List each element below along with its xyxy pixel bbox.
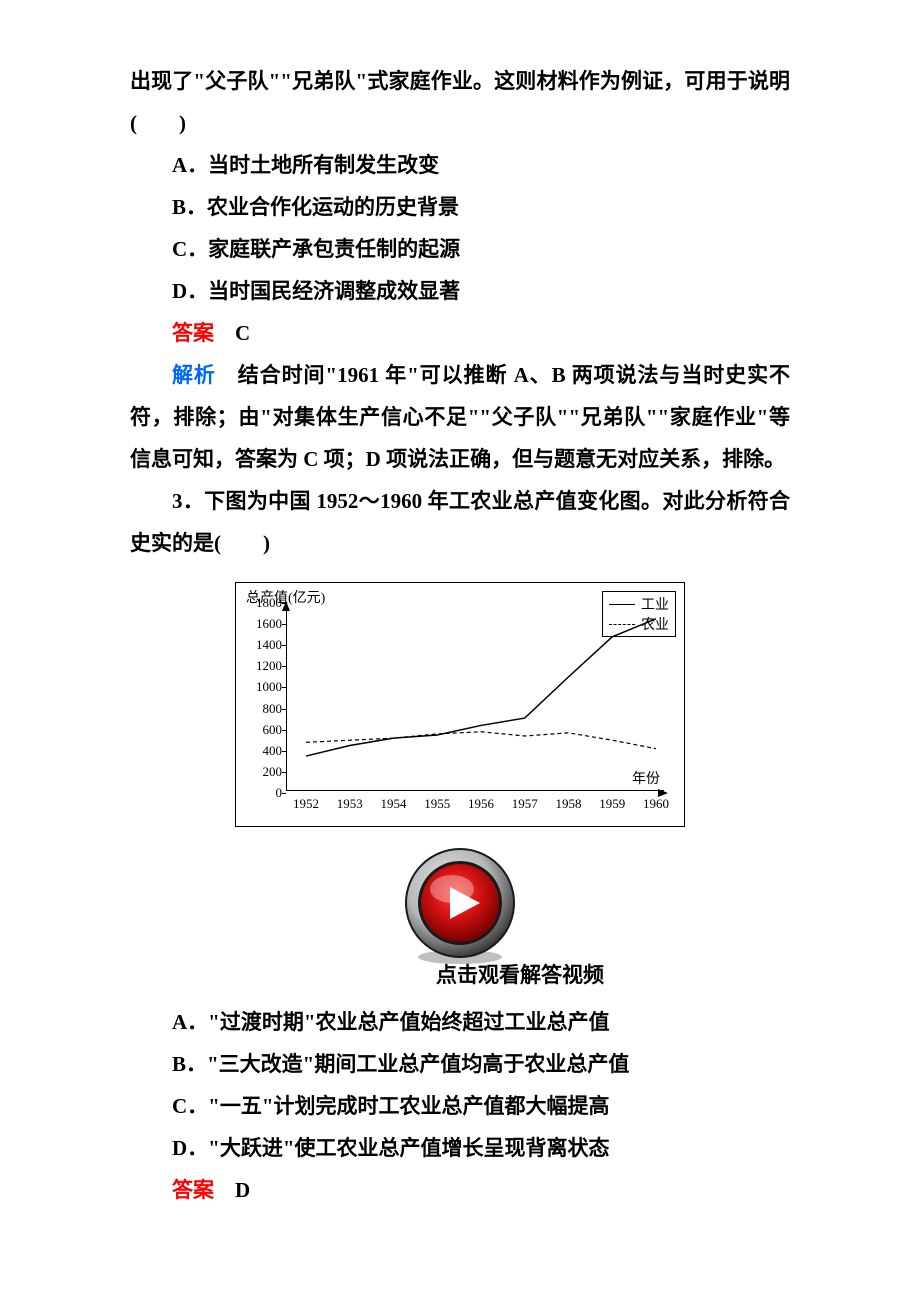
y-tick-label: 1800 bbox=[244, 595, 282, 611]
x-tick-label: 1957 bbox=[512, 796, 538, 812]
q2-intro-continued: 出现了"父子队""兄弟队"式家庭作业。这则材料作为例证，可用于说明( ) bbox=[130, 60, 790, 144]
y-tick-label: 1200 bbox=[244, 658, 282, 674]
y-tick-label: 800 bbox=[244, 701, 282, 717]
q2-option-d: D．当时国民经济调整成效显著 bbox=[130, 270, 790, 312]
q2-option-c: C．家庭联产承包责任制的起源 bbox=[130, 228, 790, 270]
x-tick-label: 1960 bbox=[643, 796, 669, 812]
x-tick-label: 1953 bbox=[337, 796, 363, 812]
x-tick-label: 1956 bbox=[468, 796, 494, 812]
x-tick-label: 1955 bbox=[424, 796, 450, 812]
x-tick-label: 1952 bbox=[293, 796, 319, 812]
q3-option-a: A．"过渡时期"农业总产值始终超过工业总产值 bbox=[130, 1001, 790, 1043]
x-tick-label: 1958 bbox=[556, 796, 582, 812]
video-block: 点击观看解答视频 bbox=[130, 845, 790, 995]
q3-option-b: B．"三大改造"期间工业总产值均高于农业总产值 bbox=[130, 1043, 790, 1085]
q2-option-b: B．农业合作化运动的历史背景 bbox=[130, 186, 790, 228]
q3-option-c: C．"一五"计划完成时工农业总产值都大幅提高 bbox=[130, 1085, 790, 1127]
y-tick-label: 200 bbox=[244, 764, 282, 780]
chart-svg bbox=[236, 583, 684, 826]
q2-answer-value: C bbox=[214, 321, 250, 345]
line-chart: 总产值(亿元) 年份 工业 农业 02004006008001000120014… bbox=[235, 582, 685, 827]
q2-answer-line: 答案 C bbox=[130, 312, 790, 354]
video-caption: 点击观看解答视频 bbox=[436, 959, 604, 989]
y-tick-label: 0 bbox=[244, 785, 282, 801]
q2-explain-text: 结合时间"1961 年"可以推断 A、B 两项说法与当时史实不符，排除；由"对集… bbox=[130, 363, 790, 471]
y-tick-label: 1000 bbox=[244, 679, 282, 695]
q3-option-d: D．"大跃进"使工农业总产值增长呈现背离状态 bbox=[130, 1127, 790, 1169]
q2-explain: 解析 结合时间"1961 年"可以推断 A、B 两项说法与当时史实不符，排除；由… bbox=[130, 354, 790, 480]
q2-option-a: A．当时土地所有制发生改变 bbox=[130, 144, 790, 186]
y-tick-label: 1600 bbox=[244, 616, 282, 632]
y-tick-label: 600 bbox=[244, 722, 282, 738]
answer-label: 答案 bbox=[172, 321, 214, 345]
q3-stem: 3．下图为中国 1952～1960 年工农业总产值变化图。对此分析符合史实的是(… bbox=[130, 480, 790, 564]
play-button-icon bbox=[400, 845, 520, 965]
q3-answer-value: D bbox=[214, 1178, 250, 1202]
q3-answer-line: 答案 D bbox=[130, 1169, 790, 1211]
y-tick-label: 1400 bbox=[244, 637, 282, 653]
explain-label: 解析 bbox=[172, 363, 216, 387]
play-button[interactable] bbox=[400, 845, 520, 965]
y-tick-label: 400 bbox=[244, 743, 282, 759]
x-tick-label: 1959 bbox=[599, 796, 625, 812]
answer-label: 答案 bbox=[172, 1178, 214, 1202]
chart-container: 总产值(亿元) 年份 工业 农业 02004006008001000120014… bbox=[130, 582, 790, 827]
x-tick-label: 1954 bbox=[381, 796, 407, 812]
